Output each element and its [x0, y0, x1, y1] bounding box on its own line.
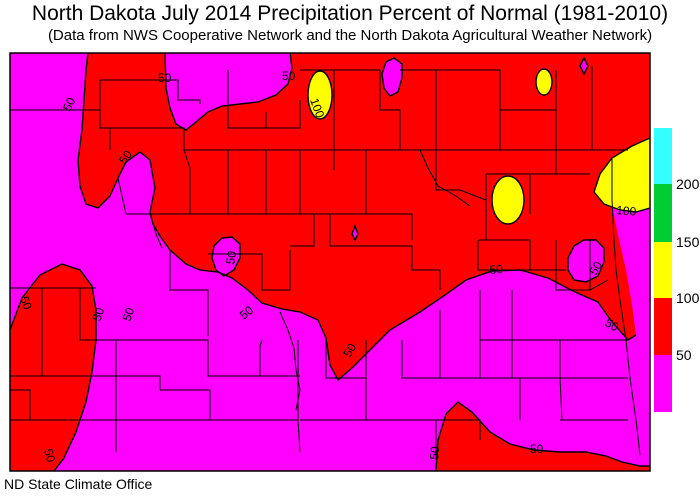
legend-bin-50-100	[654, 298, 672, 355]
legend-tick-50: 50	[676, 347, 692, 363]
region-below-50-central-blob	[212, 237, 240, 276]
credit-line: ND State Climate Office	[4, 476, 153, 492]
region-100-150-ne-blob	[536, 69, 552, 95]
state-outline	[9, 52, 651, 472]
contour-label-50: 50	[489, 262, 504, 277]
county-boundaries	[10, 66, 641, 460]
contour-label-50: 50	[427, 445, 442, 460]
map-subtitle: (Data from NWS Cooperative Network and t…	[47, 27, 653, 44]
contour-label-50: 50	[223, 250, 239, 266]
legend-tick-200: 200	[676, 176, 700, 192]
legend-bin-below-50	[654, 355, 672, 412]
legend-tick-100: 100	[676, 290, 700, 306]
contour-label-50: 50	[90, 305, 108, 323]
region-below-50-nc-blob	[382, 58, 402, 96]
legend-bin-150-200	[654, 184, 672, 242]
contour-label-100: 100	[307, 96, 327, 120]
contour-label-50: 50	[340, 341, 359, 360]
legend-tick-150: 150	[676, 234, 700, 250]
region-100-150-eastern-edge	[594, 138, 650, 212]
contour-label-100: 100	[616, 203, 637, 219]
contour-label-50: 50	[17, 294, 35, 312]
contour-label-50: 50	[41, 447, 58, 464]
contour-label-50: 50	[603, 315, 622, 334]
contour-label-50: 50	[530, 442, 544, 456]
contour-label-50: 50	[158, 71, 172, 85]
legend-bin-above-200	[654, 128, 672, 184]
region-50-100-main	[78, 53, 650, 380]
region-100-150-east-blob	[492, 176, 524, 224]
region-50-100-south	[436, 402, 650, 471]
contour-label-50: 50	[282, 69, 296, 83]
contour-label-50: 50	[60, 95, 78, 113]
legend-colorbar	[654, 128, 672, 412]
legend-bin-100-150	[654, 242, 672, 298]
contour-label-50: 50	[586, 259, 605, 278]
region-50-100-west	[10, 264, 96, 471]
contour-label-group: 50 50 100 50 50 50 50 50 50 50 100 50 50…	[17, 69, 637, 464]
contour-label-50: 50	[120, 305, 138, 323]
region-below-50-east-blob	[568, 240, 604, 282]
map-title: North Dakota July 2014 Precipitation Per…	[31, 2, 669, 25]
region-100-150-north-blob	[308, 71, 332, 119]
